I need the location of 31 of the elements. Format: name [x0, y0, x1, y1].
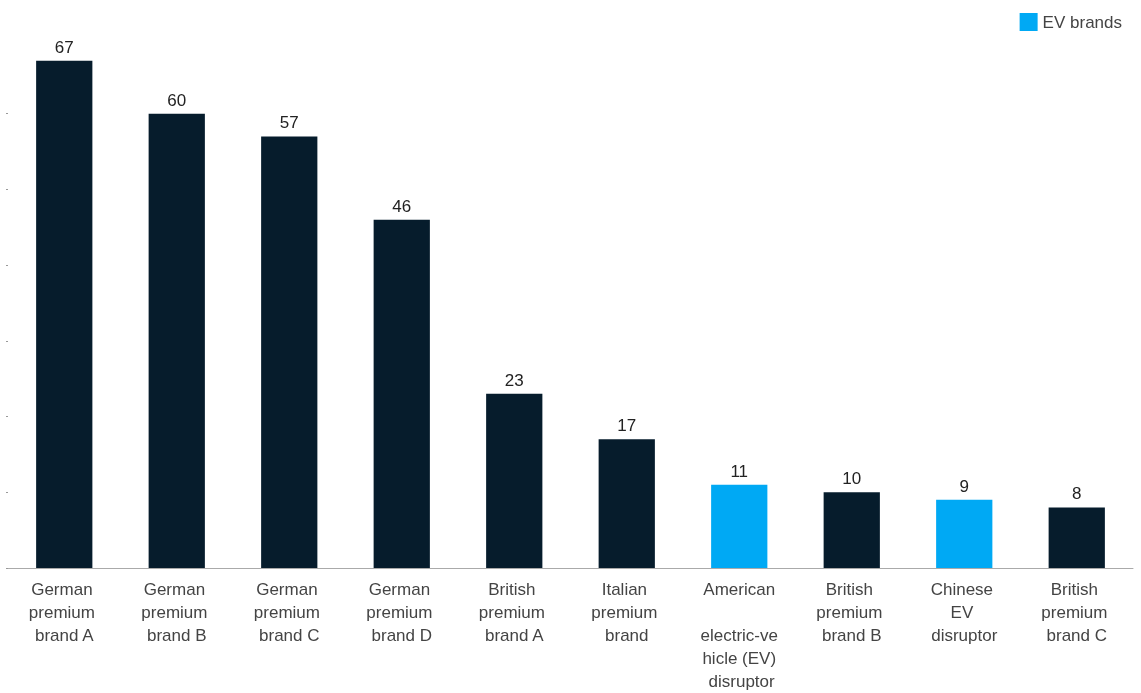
data-label: 8	[1072, 484, 1082, 504]
data-label: 23	[504, 370, 524, 390]
bar	[486, 393, 543, 568]
data-label: 11	[730, 461, 749, 481]
data-label: 17	[617, 416, 637, 436]
x-tick-label: Chinese EV disruptor	[930, 580, 998, 645]
x-tick-label: Italian premium brand	[591, 580, 663, 645]
bar	[598, 439, 655, 568]
data-label: 9	[959, 476, 969, 496]
bar	[148, 113, 205, 568]
data-label: 60	[167, 90, 187, 110]
legend-label: EV brands	[1042, 12, 1123, 32]
bar	[36, 60, 93, 568]
data-label: 57	[279, 113, 299, 133]
x-tick-label: German premium brand C	[253, 580, 325, 645]
data-label: 67	[54, 37, 74, 57]
x-tick-label: British premium brand A	[478, 580, 550, 645]
data-label: 46	[392, 196, 412, 216]
x-tick-label: German premium brand D	[366, 580, 438, 645]
bar	[823, 492, 880, 568]
x-tick-label: German premium brand B	[141, 580, 213, 645]
bar	[711, 484, 768, 568]
x-tick-label: German premium brand A	[28, 580, 100, 645]
x-tick-label: British premium brand B	[816, 580, 888, 645]
bar	[373, 219, 430, 568]
data-label: 10	[842, 469, 862, 489]
x-tick-label: British premium brand C	[1041, 580, 1113, 645]
category-label: American electric-vehicle (EV) disruptor	[700, 580, 778, 691]
bar	[936, 499, 993, 568]
bar	[1048, 507, 1105, 568]
bar	[261, 136, 318, 568]
